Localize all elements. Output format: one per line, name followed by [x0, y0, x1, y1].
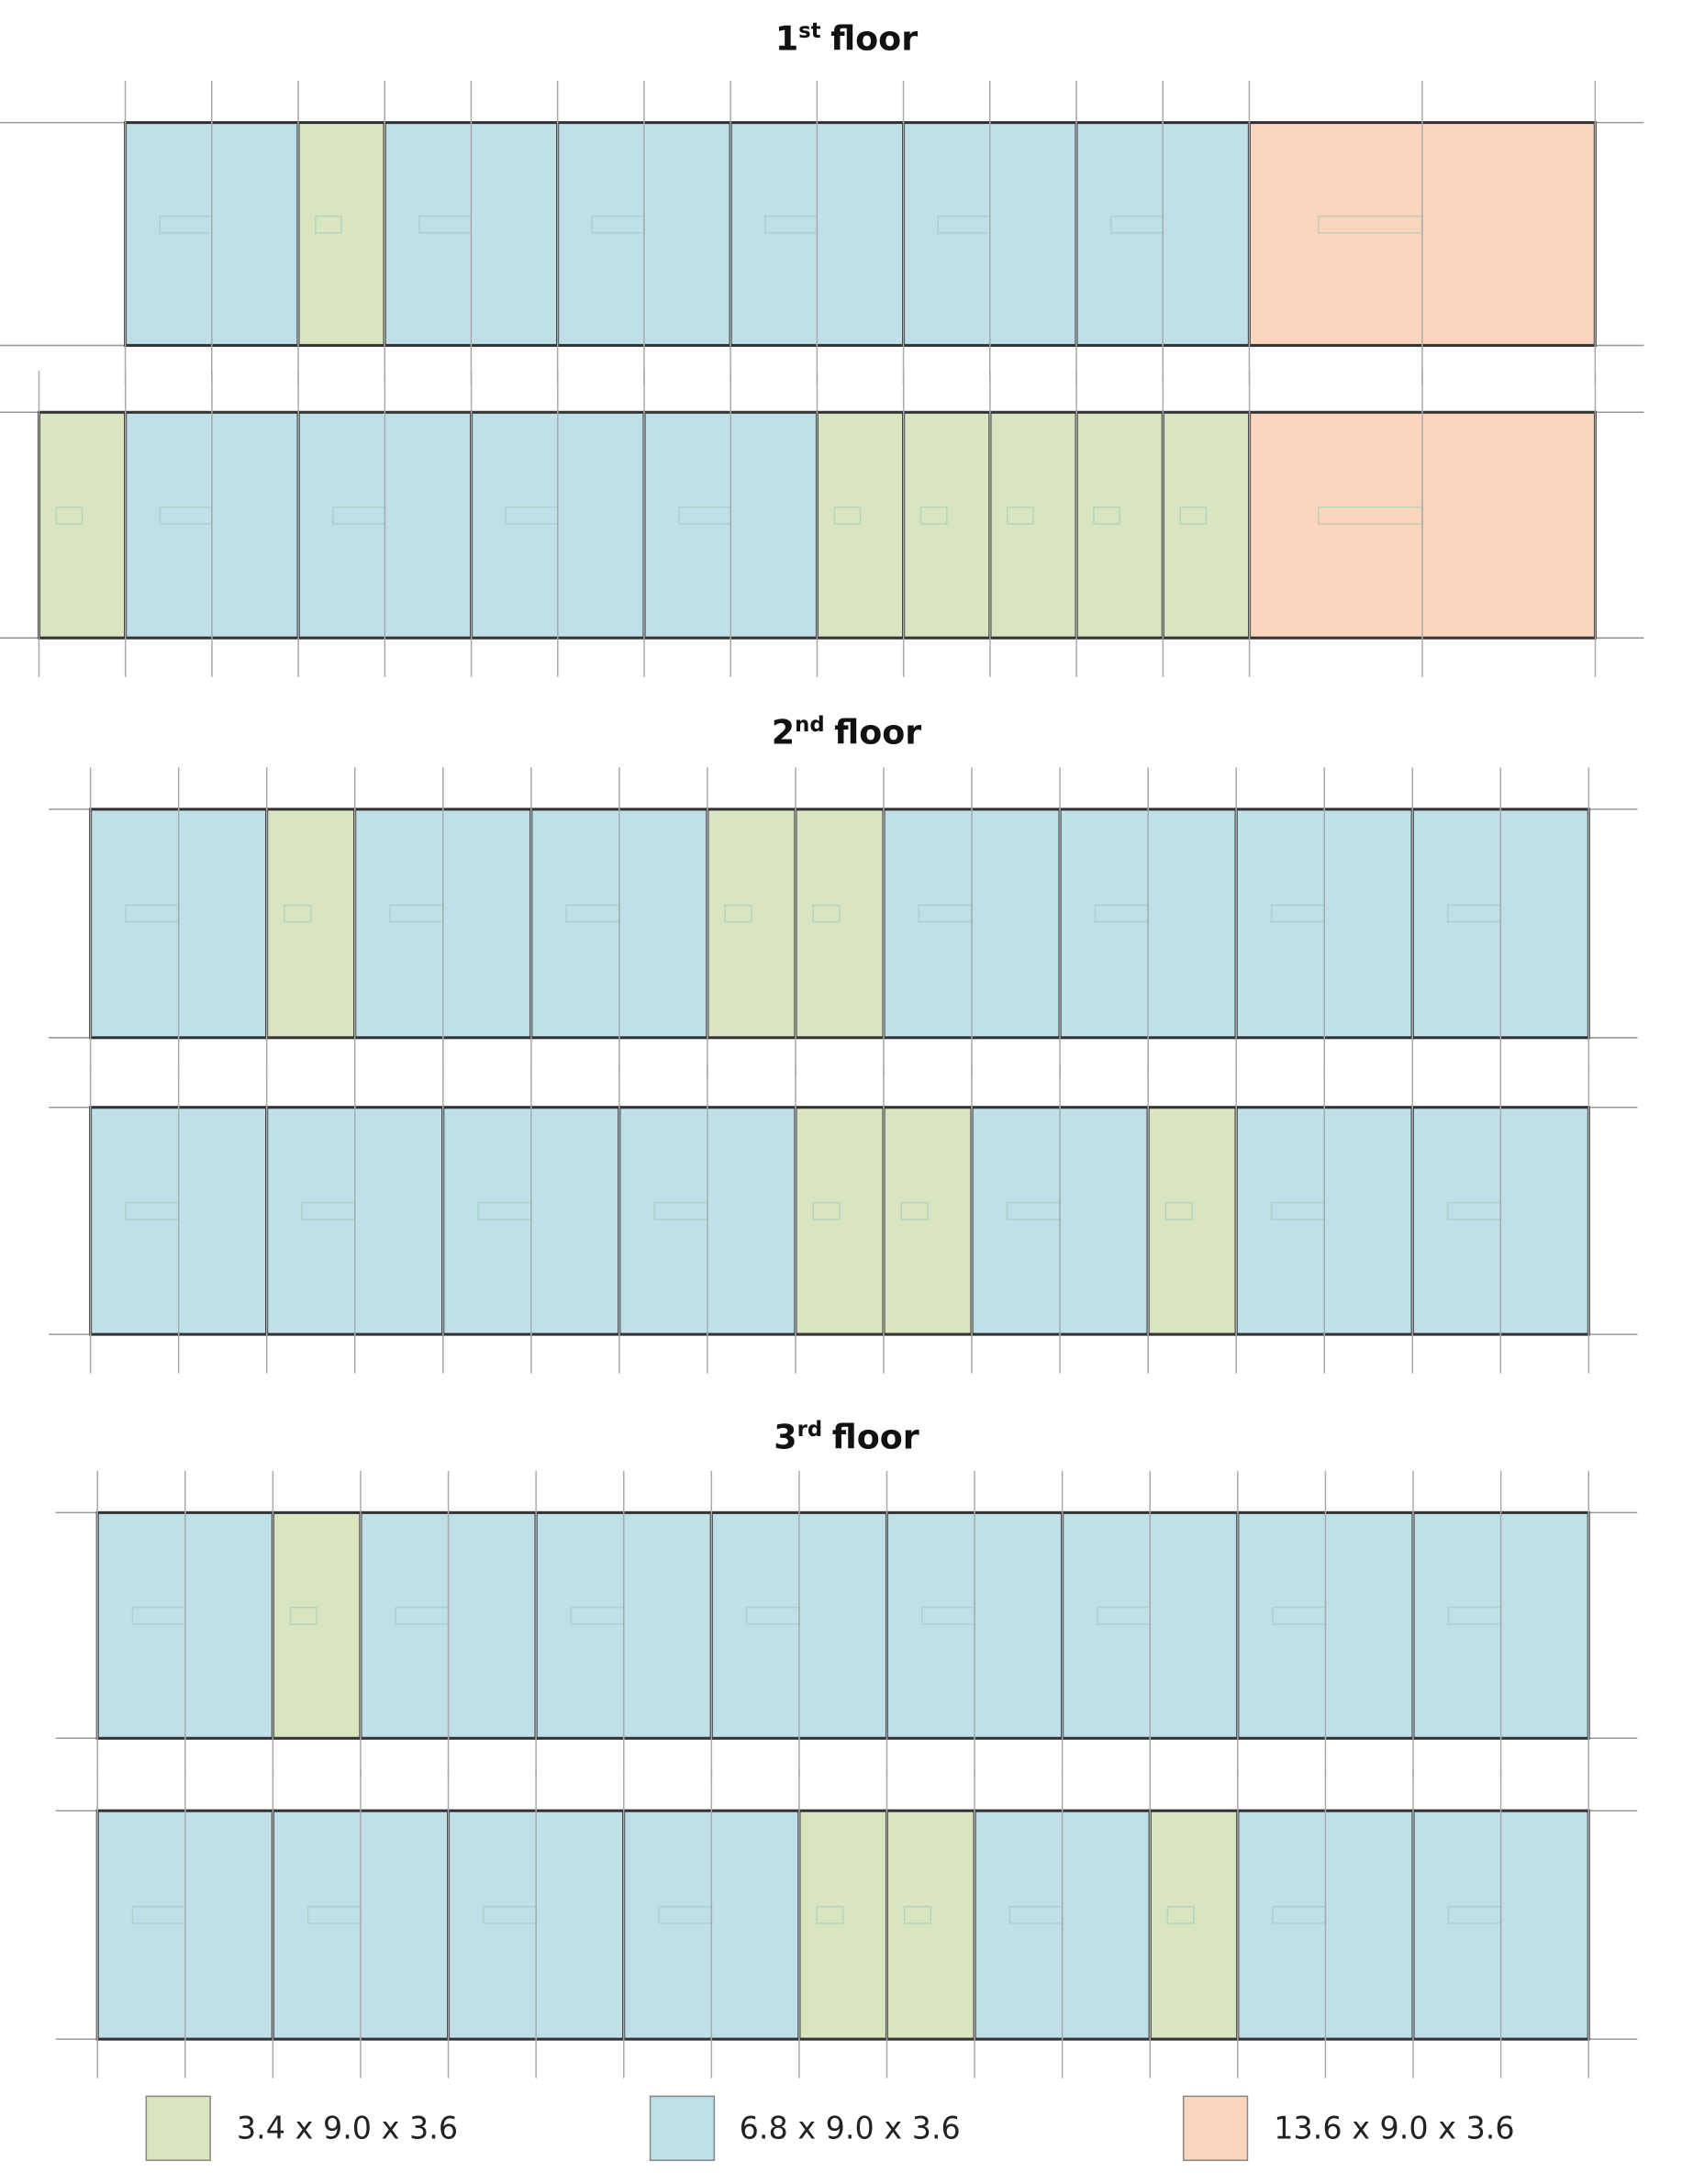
furniture: [1179, 506, 1208, 525]
floor-number: 2: [772, 713, 795, 752]
room: [1146, 1106, 1238, 1336]
furniture: [919, 506, 948, 525]
furniture: [289, 1606, 317, 1625]
furniture: [833, 506, 862, 525]
legend-label: 13.6 x 9.0 x 3.6: [1274, 2110, 1514, 2145]
plans: [0, 81, 1644, 2078]
furniture: [724, 904, 752, 923]
furniture: [1007, 506, 1034, 525]
room: [265, 808, 357, 1040]
furniture: [812, 904, 841, 923]
titles: 1st floor 2nd floor 3rd floor: [772, 19, 921, 1457]
furniture: [903, 1906, 932, 1924]
floor-title: 2nd floor: [772, 713, 921, 752]
floor-word: floor: [832, 1418, 919, 1457]
furniture: [55, 506, 84, 525]
room: [882, 1106, 974, 1336]
legend: 3.4 x 9.0 x 3.6 6.8 x 9.0 x 3.6 13.6 x 9…: [145, 2095, 1515, 2161]
floor-suffix: nd: [795, 713, 824, 737]
room: [885, 1809, 976, 2041]
legend-swatch: [145, 2095, 211, 2161]
furniture: [1166, 1906, 1195, 1924]
room: [988, 410, 1078, 640]
room: [706, 808, 797, 1040]
floor-word: floor: [834, 713, 921, 752]
furniture: [1164, 1201, 1193, 1220]
furniture: [315, 215, 342, 234]
furniture: [812, 1201, 841, 1220]
legend-swatch: [1182, 2095, 1249, 2161]
floor-word: floor: [830, 19, 918, 59]
floor-title: 1st floor: [775, 19, 918, 59]
room: [902, 410, 992, 640]
room: [794, 1106, 885, 1336]
room: [815, 410, 906, 640]
room: [37, 410, 128, 640]
room: [1161, 410, 1252, 640]
furniture: [284, 904, 312, 923]
room: [271, 1510, 362, 1740]
floor-title: 3rd floor: [774, 1418, 919, 1457]
furniture: [1093, 506, 1121, 525]
room: [794, 808, 885, 1040]
floor-suffix: st: [798, 19, 821, 43]
room: [1148, 1809, 1240, 2041]
room: [296, 121, 386, 347]
room: [1075, 410, 1164, 640]
furniture: [816, 1906, 844, 1924]
legend-label: 3.4 x 9.0 x 3.6: [237, 2110, 458, 2145]
legend-label: 6.8 x 9.0 x 3.6: [740, 2110, 961, 2145]
furniture: [900, 1201, 929, 1220]
floor-number: 1: [775, 19, 798, 59]
floor-suffix: rd: [797, 1418, 823, 1442]
room: [797, 1809, 889, 2041]
legend-swatch: [649, 2095, 716, 2161]
floor-number: 3: [774, 1418, 796, 1457]
